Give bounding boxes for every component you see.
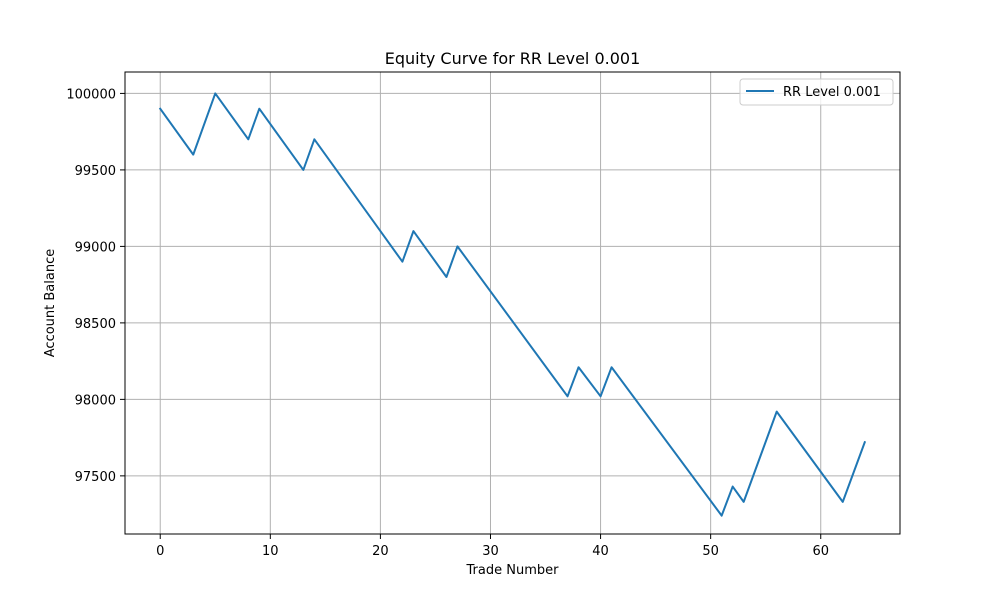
x-tick-label: 0 xyxy=(156,544,164,559)
y-tick-label: 98000 xyxy=(75,393,116,408)
x-tick-label: 30 xyxy=(482,544,499,559)
legend-box xyxy=(739,78,894,106)
y-tick-label: 99000 xyxy=(75,240,116,255)
series-line xyxy=(158,92,867,517)
x-tick-label: 10 xyxy=(262,544,279,559)
chart-title: Equity Curve for RR Level 0.001 xyxy=(385,49,641,68)
x-tick-label: 20 xyxy=(372,544,389,559)
x-tick-label: 40 xyxy=(592,544,609,559)
x-axis-title: Trade Number xyxy=(466,563,560,578)
grid-layer xyxy=(125,72,900,534)
y-tick-label: 100000 xyxy=(66,87,116,102)
ticks-layer: 0 10 20 30 40 50 60 97500 98000 98500 99000 99500 10… xyxy=(66,87,829,559)
x-tick-label: 50 xyxy=(702,544,719,559)
series-layer xyxy=(158,92,867,517)
y-tick-label: 99500 xyxy=(75,164,116,179)
legend: RR Level 0.001 xyxy=(739,78,894,106)
x-tick-label: 60 xyxy=(812,544,829,559)
y-axis-title: Account Balance xyxy=(43,249,58,357)
plot-area-frame xyxy=(124,71,901,535)
y-tick-label: 97500 xyxy=(75,470,116,485)
y-tick-label: 98500 xyxy=(75,317,116,332)
legend-label: RR Level 0.001 xyxy=(783,85,881,100)
